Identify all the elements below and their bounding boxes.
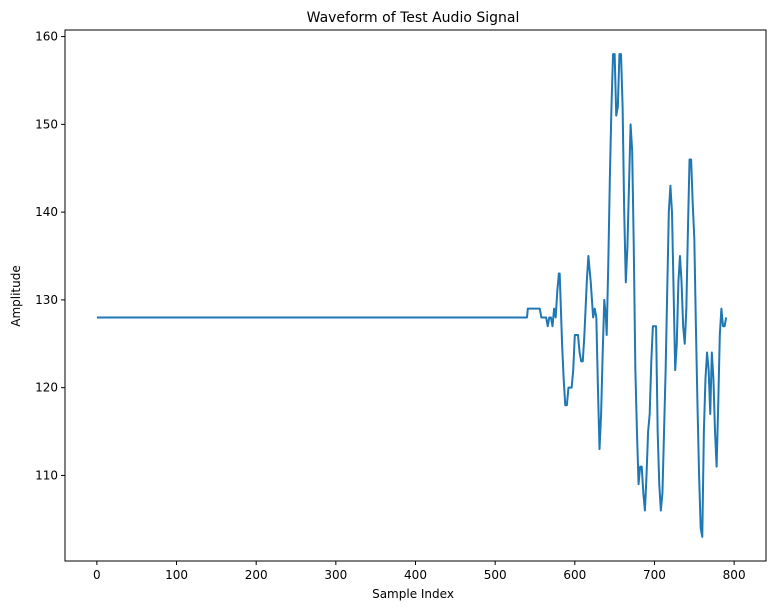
y-tick-label: 120 — [35, 381, 58, 395]
x-tick-label: 500 — [484, 568, 507, 582]
y-axis-label: Amplitude — [9, 265, 23, 327]
y-tick-label: 110 — [35, 468, 58, 482]
plot-area: 0 100 200 300 400 500 600 700 800 110 120 130 140 15… — [35, 29, 767, 582]
plot-frame — [64, 29, 767, 562]
x-tick-label: 400 — [404, 568, 427, 582]
y-tick-label: 150 — [35, 117, 58, 131]
y-tick-label: 130 — [35, 293, 58, 307]
x-tick-label: 800 — [723, 568, 746, 582]
y-axis: 110 120 130 140 150 160 — [35, 30, 65, 482]
x-axis-label: Sample Index — [372, 587, 454, 601]
x-axis: 0 100 200 300 400 500 600 700 800 — [93, 561, 746, 582]
y-tick-label: 140 — [35, 205, 58, 219]
x-tick-label: 700 — [643, 568, 666, 582]
x-tick-label: 600 — [563, 568, 586, 582]
x-tick-label: 300 — [324, 568, 347, 582]
waveform-line — [96, 53, 728, 538]
x-tick-label: 200 — [245, 568, 268, 582]
chart-title: Waveform of Test Audio Signal — [307, 10, 520, 26]
x-tick-label: 0 — [93, 568, 101, 582]
y-tick-label: 160 — [35, 30, 58, 44]
x-tick-label: 100 — [165, 568, 188, 582]
